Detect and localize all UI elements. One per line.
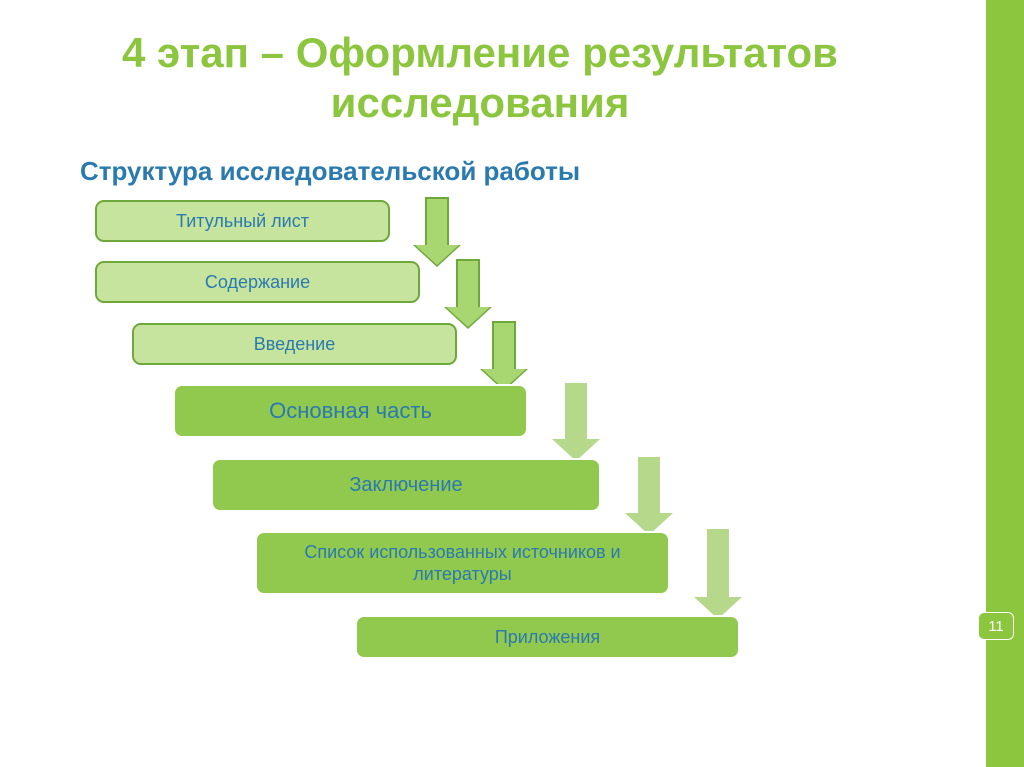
down-arrow-3: [482, 321, 528, 391]
down-arrow-6: [694, 527, 744, 621]
step-label: Список использованных источников и литер…: [265, 541, 660, 586]
step-box-3: Введение: [132, 323, 457, 365]
step-label: Основная часть: [269, 397, 432, 425]
step-label: Приложения: [495, 626, 600, 649]
step-box-6: Список использованных источников и литер…: [255, 531, 670, 595]
slide-title: 4 этап – Оформление результатов исследов…: [0, 28, 960, 127]
page-number: 11: [988, 618, 1004, 635]
page-number-badge: 11: [978, 612, 1014, 640]
step-box-7: Приложения: [355, 615, 740, 659]
right-accent-bar: [986, 0, 1024, 767]
step-label: Титульный лист: [176, 210, 309, 233]
step-label: Введение: [254, 333, 336, 356]
step-box-4: Основная часть: [173, 384, 528, 438]
step-label: Заключение: [349, 473, 462, 498]
down-arrow-1: [415, 197, 461, 267]
down-arrow-2: [446, 259, 492, 329]
down-arrow-5: [625, 455, 675, 537]
down-arrow-4: [552, 381, 602, 463]
slide-subtitle: Структура исследовательской работы: [80, 156, 580, 187]
step-box-5: Заключение: [211, 458, 601, 512]
step-box-1: Титульный лист: [95, 200, 390, 242]
step-box-2: Содержание: [95, 261, 420, 303]
staircase-diagram: Титульный лист Содержание Введение Основная…: [80, 195, 900, 735]
step-label: Содержание: [205, 271, 310, 294]
